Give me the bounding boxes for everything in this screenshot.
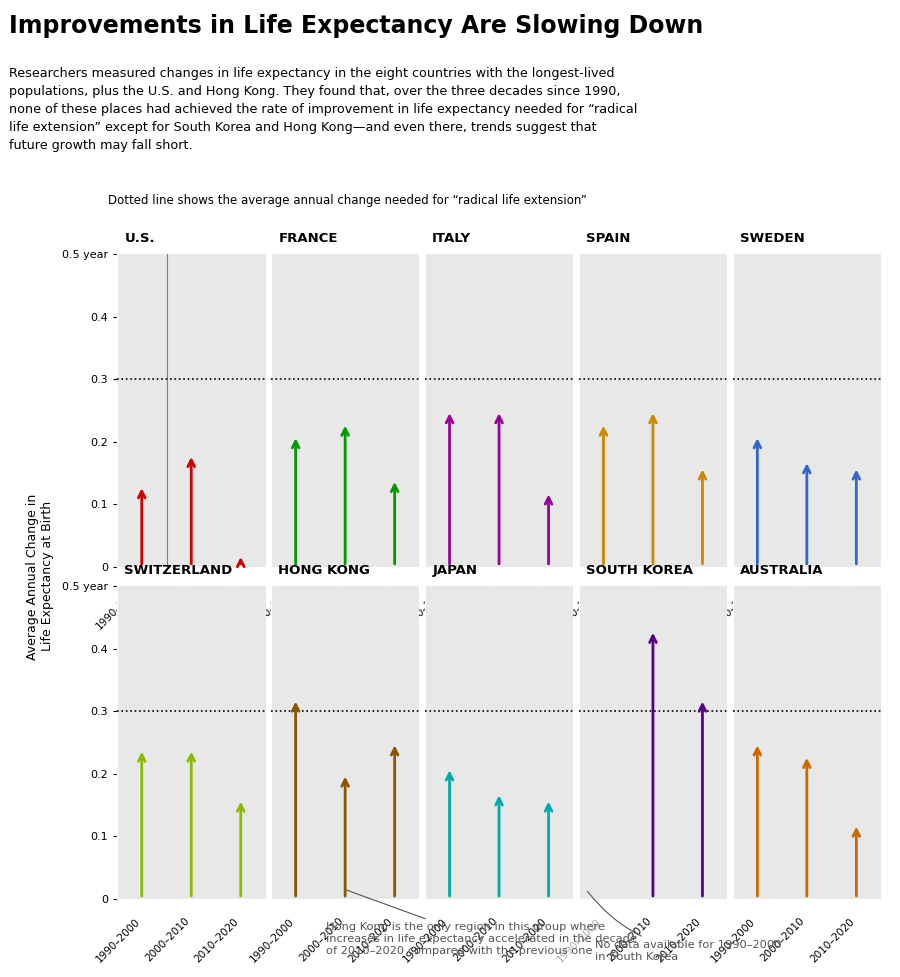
Text: 2010–2020: 2010–2020 [654,584,703,632]
Text: 2000–2010: 2000–2010 [605,584,653,632]
Text: 2000–2010: 2000–2010 [759,916,806,964]
Text: AUSTRALIA: AUSTRALIA [740,564,824,576]
Text: Improvements in Life Expectancy Are Slowing Down: Improvements in Life Expectancy Are Slow… [9,14,703,38]
Text: 2000–2010: 2000–2010 [297,916,345,964]
Text: 1990–2000: 1990–2000 [709,916,757,964]
Text: 2010–2020: 2010–2020 [654,916,703,964]
Text: 2010–2020: 2010–2020 [346,584,394,632]
Text: 2000–2010: 2000–2010 [759,584,806,632]
Text: SPAIN: SPAIN [586,232,631,244]
Text: 1990–2000: 1990–2000 [555,916,604,964]
Text: 1990–2000: 1990–2000 [401,916,449,964]
Text: JAPAN: JAPAN [432,564,477,576]
Text: 1990–2000: 1990–2000 [401,584,449,632]
Text: 2000–2010: 2000–2010 [451,916,499,964]
Text: FRANCE: FRANCE [278,232,338,244]
Text: Hong Kong is the only region in this group where
increases in life expectancy ac: Hong Kong is the only region in this gro… [326,890,636,956]
Text: Dotted line shows the average annual change needed for “radical life extension”: Dotted line shows the average annual cha… [108,193,587,207]
Text: SWITZERLAND: SWITZERLAND [124,564,233,576]
Text: 2000–2010: 2000–2010 [143,584,191,632]
Text: 1990–2000: 1990–2000 [248,584,295,632]
Text: 1990–2000: 1990–2000 [709,584,757,632]
Text: 2010–2020: 2010–2020 [193,584,241,632]
Text: Average Annual Change in
Life Expectancy at Birth: Average Annual Change in Life Expectancy… [26,493,55,659]
Text: 2010–2020: 2010–2020 [808,916,856,964]
Text: 2010–2020: 2010–2020 [346,916,394,964]
Text: 2000–2010: 2000–2010 [605,916,653,964]
Text: HONG KONG: HONG KONG [278,564,370,576]
Text: No data available for 1990–2000
in South Korea: No data available for 1990–2000 in South… [588,891,781,961]
Text: 1990–2000: 1990–2000 [94,584,142,632]
Text: U.S.: U.S. [124,232,155,244]
Text: 1990–2000: 1990–2000 [555,584,604,632]
Text: 1990–2000: 1990–2000 [248,916,295,964]
Text: 2010–2020: 2010–2020 [808,584,856,632]
Text: 2000–2010: 2000–2010 [451,584,499,632]
Text: SOUTH KOREA: SOUTH KOREA [586,564,693,576]
Text: Researchers measured changes in life expectancy in the eight countries with the : Researchers measured changes in life exp… [9,66,637,151]
Text: 2000–2010: 2000–2010 [143,916,191,964]
Text: 2010–2020: 2010–2020 [500,916,548,964]
Text: SWEDEN: SWEDEN [740,232,805,244]
Text: ITALY: ITALY [432,232,472,244]
Text: 1990–2000: 1990–2000 [94,916,142,964]
Text: 2010–2020: 2010–2020 [193,916,241,964]
Text: 2010–2020: 2010–2020 [500,584,548,632]
Text: 2000–2010: 2000–2010 [297,584,345,632]
